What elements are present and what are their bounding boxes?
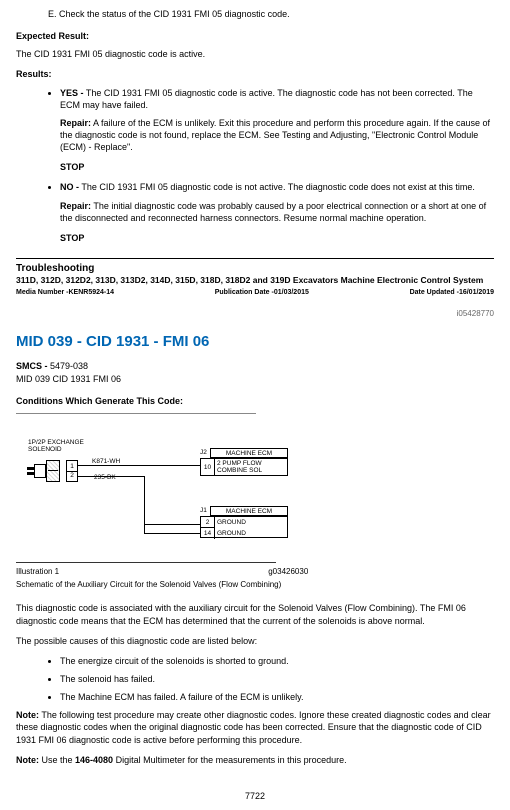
note2-part: 146-4080	[75, 755, 113, 765]
illustration-num: Illustration 1	[16, 567, 266, 578]
wire-top	[78, 465, 200, 466]
wire-bot-v	[144, 476, 145, 524]
media-number: Media Number -KENR5924-14	[16, 288, 114, 297]
cause-item: The Machine ECM has failed. A failure of…	[60, 691, 494, 703]
separator	[16, 258, 494, 259]
j1-desc-b: GROUND	[217, 528, 246, 539]
j1-desc-a: GROUND	[217, 517, 246, 528]
troubleshooting-title: Troubleshooting	[16, 262, 494, 276]
solenoid-label: 1P/2P EXCHANGE SOLENOID	[28, 440, 84, 454]
j1-body: 2 14 GROUND GROUND	[200, 516, 288, 538]
smcs-label: SMCS -	[16, 361, 48, 371]
wire-bot-h3	[144, 533, 200, 534]
illustration-rule	[16, 562, 276, 563]
illustration-caption: Schematic of the Auxiliary Circuit for t…	[16, 580, 494, 591]
yes-repair: Repair: A failure of the ECM is unlikely…	[60, 117, 494, 153]
solenoid-pins: 1 2	[66, 460, 78, 482]
note2-post: Digital Multimeter for the measurements …	[113, 755, 347, 765]
wire-join	[144, 524, 145, 534]
no-repair-label: Repair:	[60, 201, 91, 211]
j2-desc: 2 PUMP FLOW COMBINE SOL	[217, 461, 262, 475]
mid-line2: MID 039 CID 1931 FMI 06	[16, 373, 494, 385]
solenoid-body	[46, 460, 60, 482]
note2-label: Note:	[16, 755, 39, 765]
results-label: Results:	[16, 68, 494, 80]
troubleshooting-meta: Media Number -KENR5924-14 Publication Da…	[16, 288, 494, 297]
j1-pin-a: 2	[201, 517, 215, 528]
step-text: Check the status of the CID 1931 FMI 05 …	[59, 9, 290, 19]
causes-list: The energize circuit of the solenoids is…	[60, 655, 494, 703]
j1-pin-b: 14	[201, 528, 215, 539]
wire-bot-h	[78, 476, 144, 477]
body-p1: This diagnostic code is associated with …	[16, 602, 494, 626]
page-number: 7722	[16, 790, 494, 802]
yes-repair-text: A failure of the ECM is unlikely. Exit t…	[60, 118, 490, 152]
j2-body: 10 2 PUMP FLOW COMBINE SOL	[200, 458, 288, 476]
yes-repair-label: Repair:	[60, 118, 91, 128]
j2-label: J2	[200, 450, 207, 457]
result-no: NO - The CID 1931 FMI 05 diagnostic code…	[60, 181, 494, 244]
date-updated: Date Updated -16/01/2019	[410, 288, 494, 297]
troubleshooting-sub: 311D, 312D, 312D2, 313D, 313D2, 314D, 31…	[16, 275, 494, 286]
step-e: E. Check the status of the CID 1931 FMI …	[48, 8, 494, 20]
no-repair-text: The initial diagnostic code was probably…	[60, 201, 486, 223]
note2: Note: Use the 146-4080 Digital Multimete…	[16, 754, 494, 766]
no-text: The CID 1931 FMI 05 diagnostic code is n…	[79, 182, 475, 192]
expected-result-label: Expected Result:	[16, 30, 494, 42]
note1-label: Note:	[16, 710, 39, 720]
j2-pin: 10	[201, 459, 215, 475]
doc-number: i05428770	[16, 309, 494, 320]
j2-title: MACHINE ECM	[210, 448, 288, 458]
illustration-row: Illustration 1 g03426030	[16, 567, 494, 578]
solenoid-icon	[34, 464, 46, 478]
conditions-underline	[16, 413, 256, 414]
conditions-heading: Conditions Which Generate This Code:	[16, 395, 494, 407]
smcs-val: 5479-038	[48, 361, 89, 371]
no-prefix: NO -	[60, 182, 79, 192]
pin2: 2	[67, 470, 77, 481]
step-letter: E.	[48, 9, 57, 19]
cause-item: The solenoid has failed.	[60, 673, 494, 685]
yes-stop: STOP	[60, 161, 494, 173]
no-repair: Repair: The initial diagnostic code was …	[60, 200, 494, 224]
yes-text: The CID 1931 FMI 05 diagnostic code is a…	[60, 88, 473, 110]
result-yes: YES - The CID 1931 FMI 05 diagnostic cod…	[60, 87, 494, 174]
illustration-g: g03426030	[268, 567, 308, 578]
body-p2: The possible causes of this diagnostic c…	[16, 635, 494, 647]
pub-date: Publication Date -01/03/2015	[215, 288, 309, 297]
note2-pre: Use the	[39, 755, 75, 765]
smcs-line: SMCS - 5479-038	[16, 360, 494, 372]
note1-text: The following test procedure may create …	[16, 710, 491, 744]
mid-header: MID 039 - CID 1931 - FMI 06	[16, 332, 494, 352]
results-list: YES - The CID 1931 FMI 05 diagnostic cod…	[60, 87, 494, 244]
j1-label: J1	[200, 508, 207, 515]
j1-title: MACHINE ECM	[210, 506, 288, 516]
expected-result-text: The CID 1931 FMI 05 diagnostic code is a…	[16, 48, 494, 60]
no-stop: STOP	[60, 232, 494, 244]
yes-prefix: YES -	[60, 88, 84, 98]
cause-item: The energize circuit of the solenoids is…	[60, 655, 494, 667]
schematic-diagram: 1P/2P EXCHANGE SOLENOID 1 2 K871-WH 235-…	[22, 442, 302, 552]
wire-bot-h2	[144, 524, 200, 525]
note1: Note: The following test procedure may c…	[16, 709, 494, 745]
